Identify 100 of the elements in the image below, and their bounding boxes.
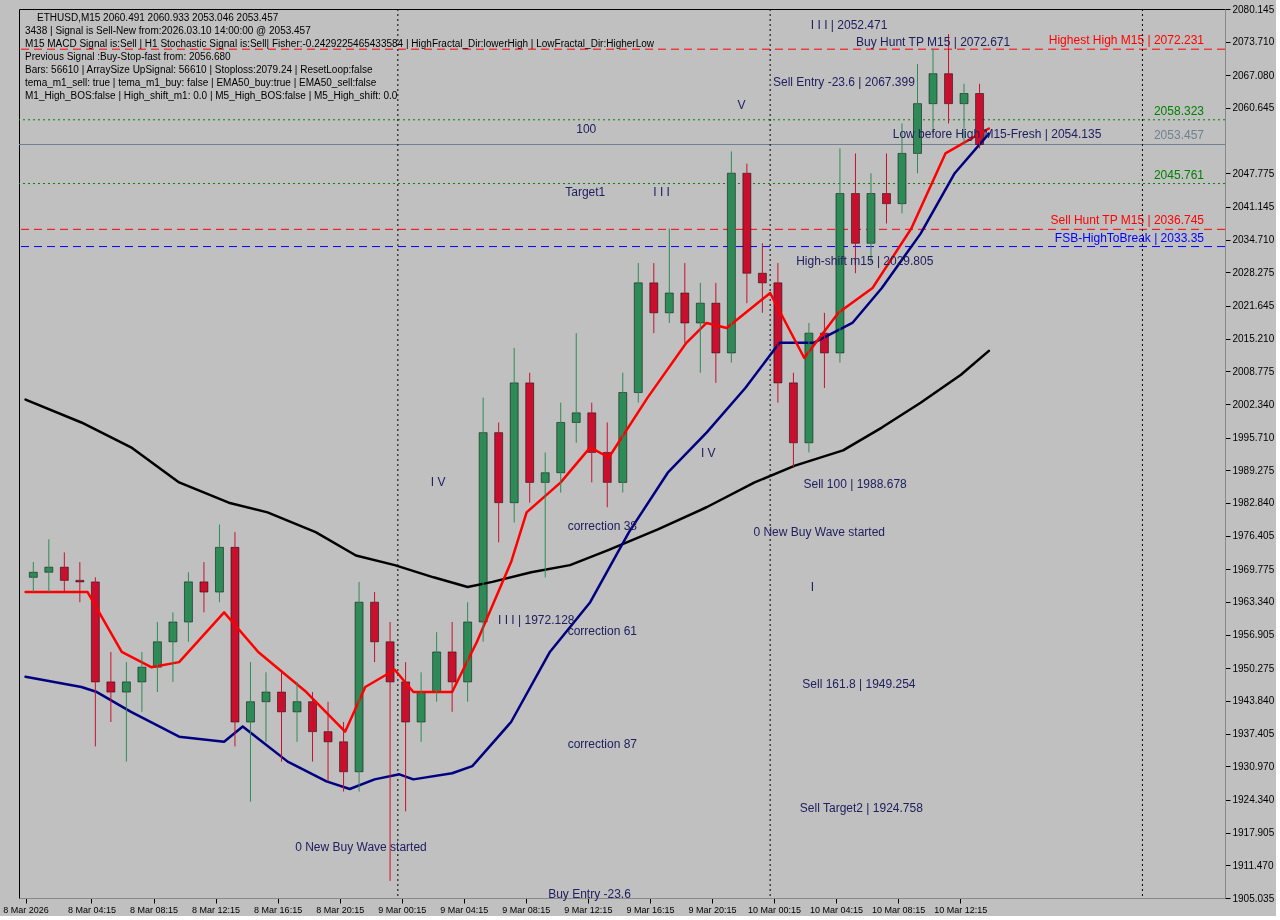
y-tick-label: 1963.340: [1232, 596, 1275, 608]
annotation: Sell 161.8 | 1949.254: [802, 677, 916, 692]
ref-line-label: 2053.457: [1153, 128, 1205, 143]
candlestick: [230, 531, 240, 747]
y-tick-label: 1989.275: [1232, 464, 1275, 476]
y-tick-label: 2002.340: [1232, 398, 1275, 410]
y-tick-label: 1982.840: [1232, 497, 1275, 509]
y-tick-label: 2067.080: [1232, 69, 1275, 81]
candlestick: [540, 451, 550, 578]
y-tick-label: 2015.210: [1232, 333, 1275, 345]
annotation: Previous Signal :Buy-Stop-fast from: 2056.680: [25, 51, 232, 62]
candlestick: [215, 524, 224, 603]
x-tick-label: 9 Mar 12:15: [564, 904, 613, 915]
annotation: correction 87: [567, 737, 638, 752]
x-tick-label: 8 Mar 16:15: [254, 904, 303, 915]
candlestick: [711, 282, 721, 384]
candlestick: [29, 561, 38, 593]
annotation: I V: [430, 474, 446, 489]
candlestick: [727, 150, 736, 364]
y-tick-label: 1956.905: [1232, 629, 1275, 641]
ref-line-label: 2045.761: [1153, 167, 1205, 182]
y-tick-label: 1911.470: [1232, 859, 1274, 871]
candlestick: [401, 661, 410, 812]
candlestick: [758, 242, 767, 314]
candlestick: [308, 691, 317, 763]
annotation: M1_High_BOS:false | High_shift_m1: 0.0 | M5_High_BOS:false | M5_High_shift: 0.0: [25, 90, 398, 101]
y-tick-label: 2060.645: [1232, 102, 1275, 114]
annotation: M15 MACD Signal is:Sell | H1 Stochastic Signal is:Sell| Fisher:-0.2429225465433584 | HighFractal_Dir:lowerHigh | LowFractal_Dir:HigherLow: [25, 38, 655, 49]
ref-line-label: Highest High M15 | 2072.231: [1048, 33, 1205, 48]
candlestick: [665, 228, 674, 324]
candlestick: [122, 661, 131, 763]
x-tick-label: 8 Mar 04:15: [67, 904, 116, 915]
x-tick-label: 8 Mar 08:15: [130, 904, 179, 915]
candlestick: [634, 262, 643, 404]
y-tick-label: 2034.710: [1232, 234, 1275, 246]
y-tick-label: 1924.340: [1232, 794, 1275, 806]
candlestick: [618, 372, 628, 494]
annotation: 100: [576, 121, 597, 136]
annotation: I I I: [653, 184, 670, 199]
candlestick: [649, 262, 659, 334]
y-tick-label: 2041.145: [1232, 201, 1275, 213]
candlestick: [292, 681, 302, 743]
candlestick: [416, 671, 426, 743]
y-tick-label: 1930.970: [1232, 760, 1275, 772]
candlestick: [509, 347, 519, 523]
x-tick-label: 10 Mar 00:15: [748, 904, 802, 915]
annotation: Target1: [565, 184, 606, 199]
x-tick-label: 8 Mar 12:15: [192, 904, 241, 915]
x-tick-label: 9 Mar 00:15: [378, 904, 427, 915]
ref-line-label: Sell Hunt TP M15 | 2036.745: [1050, 213, 1205, 228]
x-tick-label: 10 Mar 12:15: [934, 904, 988, 915]
candlestick: [91, 576, 100, 747]
candlestick: [60, 551, 69, 593]
candlestick: [571, 332, 581, 444]
candlestick: [277, 671, 286, 763]
candlestick: [354, 581, 364, 793]
annotation: I: [810, 580, 815, 595]
annotation: Buy Entry -23.6: [548, 886, 632, 901]
candlestick: [804, 322, 814, 453]
x-tick-label: 8 Mar 2026: [3, 904, 49, 915]
candlestick: [246, 661, 255, 803]
y-tick-label: 1950.275: [1232, 662, 1275, 674]
y-tick-label: 1905.035: [1232, 892, 1275, 904]
candlestick: [184, 571, 193, 643]
annotation: I I I | 2052.471: [810, 18, 888, 33]
y-tick-label: 2047.775: [1232, 167, 1275, 179]
y-tick-label: 2028.275: [1232, 266, 1275, 278]
y-tick-label: 2021.645: [1232, 300, 1275, 312]
candlestick: [261, 671, 271, 743]
chart-title: ETHUSD,M15 2060.491 2060.933 2053.046 2053.457: [37, 12, 279, 23]
x-tick-label: 9 Mar 04:15: [440, 904, 489, 915]
candlestick: [432, 631, 441, 703]
y-tick-label: 1943.840: [1232, 695, 1275, 707]
annotation: Bars: 56610 | ArraySize UpSignal: 56610 | Stoploss:2079.24 | ResetLoop:false: [25, 64, 373, 75]
candlestick: [75, 561, 85, 603]
candlestick: [742, 163, 752, 304]
candlestick: [789, 372, 798, 469]
x-tick-label: 8 Mar 20:15: [316, 904, 365, 915]
candlestick: [556, 402, 565, 494]
candlestick: [199, 561, 209, 613]
candlestick: [106, 651, 116, 723]
candlestick: [680, 262, 690, 344]
x-tick-label: 10 Mar 04:15: [810, 904, 864, 915]
x-tick-label: 10 Mar 08:15: [872, 904, 926, 915]
candlestick: [447, 621, 457, 713]
candlestick: [494, 421, 503, 543]
y-tick-label: 1917.905: [1232, 827, 1275, 839]
x-tick-label: 9 Mar 16:15: [626, 904, 675, 915]
ref-line-label: FSB-HighToBreak | 2033.35: [1054, 230, 1205, 245]
candlestick: [137, 651, 147, 713]
candlestick: [44, 538, 54, 593]
candlestick: [696, 282, 705, 374]
candlestick: [525, 372, 534, 504]
annotation: 0 New Buy Wave started: [753, 524, 886, 539]
annotation: V: [737, 98, 746, 113]
annotation: 3438 | Signal is Sell-New from:2026.03.10 14:00:00 @ 2053.457: [25, 25, 312, 36]
y-tick-label: 1969.775: [1232, 563, 1275, 575]
annotation: Sell Entry -23.6 | 2067.399: [772, 75, 916, 90]
ref-line-label: 2058.323: [1153, 103, 1205, 118]
candlestick: [168, 611, 178, 683]
